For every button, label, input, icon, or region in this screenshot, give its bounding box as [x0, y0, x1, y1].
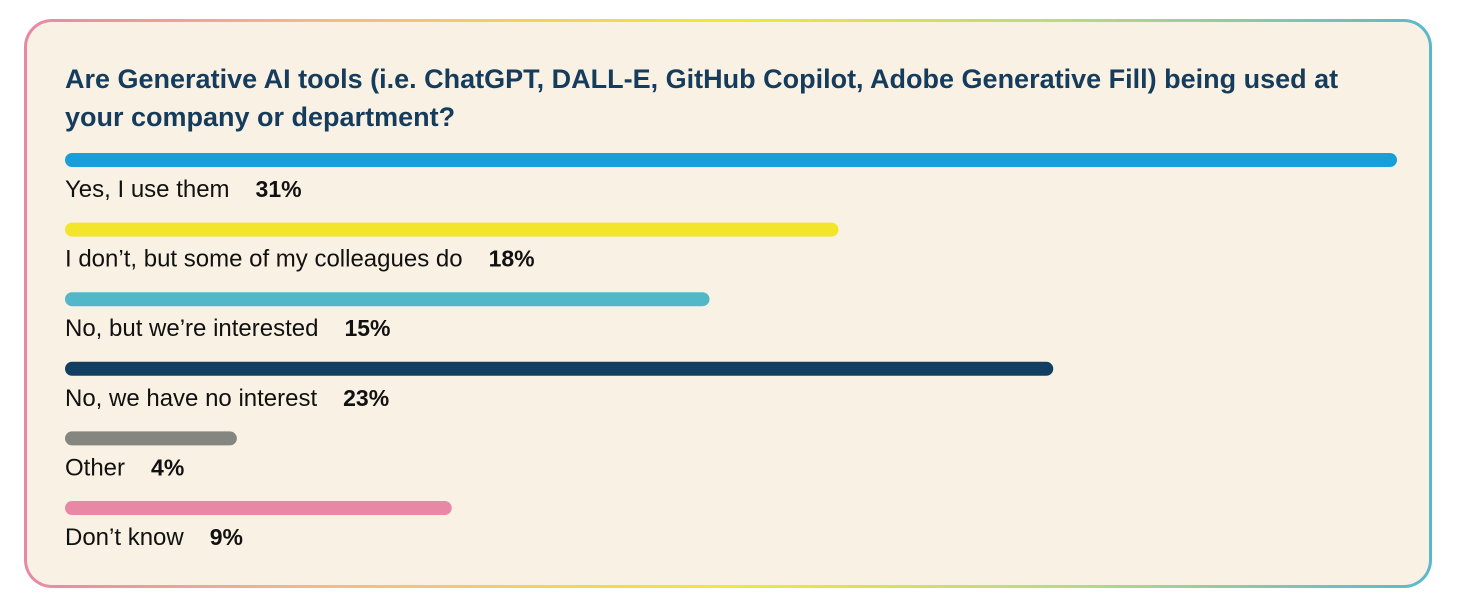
bar — [65, 222, 839, 237]
bar-value-label: 4% — [151, 454, 184, 480]
bar-value-label: 31% — [256, 176, 302, 202]
chart-title: Are Generative AI tools (i.e. ChatGPT, D… — [65, 64, 1339, 132]
bar — [65, 361, 1054, 376]
bar-value-label: 23% — [343, 385, 389, 411]
bar — [65, 292, 710, 307]
bar-category-label: No, but we’re interested — [65, 315, 318, 342]
chart-frame: Are Generative AI tools (i.e. ChatGPT, D… — [24, 19, 1432, 588]
bar-chart: Yes, I use them 31% I don’t, but some of m… — [65, 153, 1397, 551]
bar — [65, 501, 452, 515]
bar-category-label: Other — [65, 454, 125, 481]
bar-value-label: 18% — [489, 246, 535, 272]
bar-category-label: Don’t know — [65, 524, 184, 551]
bar — [65, 153, 1397, 167]
bar — [65, 431, 237, 446]
bar-value-label: 9% — [210, 524, 243, 550]
bar-value-label: 15% — [344, 315, 390, 341]
chart-card: Are Generative AI tools (i.e. ChatGPT, D… — [27, 22, 1429, 585]
bar-category-label: No, we have no interest — [65, 385, 317, 412]
bar-category-label: I don’t, but some of my colleagues do — [65, 246, 463, 273]
bar-category-label: Yes, I use them — [65, 176, 230, 203]
